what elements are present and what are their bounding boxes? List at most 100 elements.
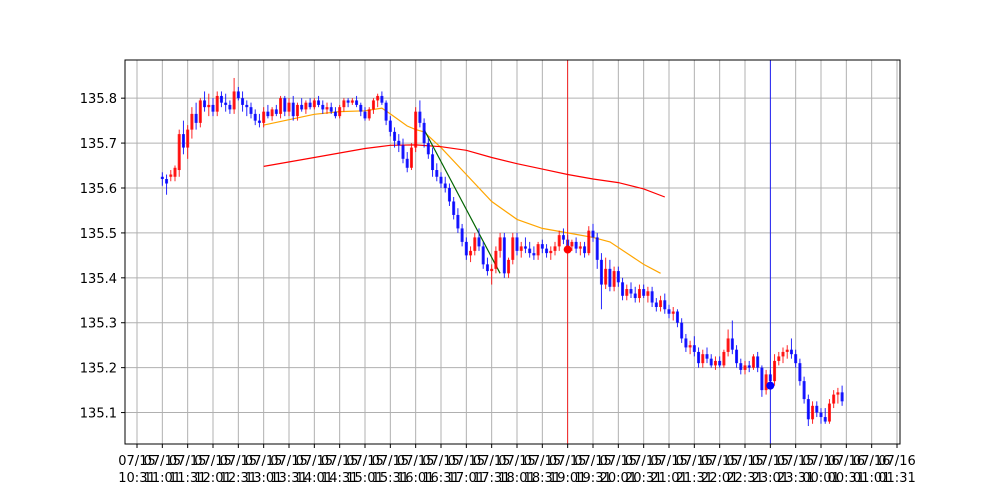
candle	[599, 253, 603, 310]
candle-body	[473, 237, 477, 251]
y-axis: 135.1 135.2 135.3 135.4 135.5 135.6 135.7 135.8	[80, 92, 125, 422]
candle	[177, 129, 181, 177]
candle	[802, 376, 806, 404]
candle-body	[827, 403, 831, 422]
candle-body	[435, 170, 439, 177]
candle-body	[819, 412, 823, 418]
candle	[528, 241, 532, 258]
candle-body	[291, 102, 295, 117]
candle	[713, 356, 717, 370]
candle-body	[397, 140, 401, 146]
candle	[393, 127, 397, 148]
candle	[827, 399, 831, 424]
x-tick-label-time: 20:01	[600, 471, 637, 486]
candle	[667, 304, 671, 319]
candle	[675, 309, 679, 328]
candle-body	[511, 237, 515, 260]
candle-body	[574, 241, 578, 249]
candle-body	[621, 282, 625, 296]
candle	[789, 338, 793, 359]
x-tick-label-time: 22:31	[726, 471, 763, 486]
candle-body	[713, 360, 717, 366]
candle	[739, 358, 743, 375]
candle	[612, 266, 616, 292]
candle-body	[325, 107, 329, 110]
candle	[642, 284, 646, 299]
candle-body	[612, 271, 616, 287]
candle	[747, 360, 751, 373]
candle-body	[367, 109, 371, 119]
candle	[823, 408, 827, 424]
candle	[549, 246, 553, 260]
candle	[540, 239, 544, 254]
candle-body	[304, 102, 308, 110]
candle-body	[219, 95, 223, 103]
candle	[561, 228, 565, 245]
candle	[422, 118, 426, 148]
candle	[211, 98, 215, 117]
x-tick-label-date: 07/15	[220, 454, 257, 469]
x-tick-label-date: 07/15	[524, 454, 561, 469]
x-tick-label-date: 07/15	[701, 454, 738, 469]
candle-body	[376, 95, 380, 101]
candle-body	[262, 111, 266, 123]
x-tick-label-date: 07/15	[321, 454, 358, 469]
y-tick-label: 135.8	[80, 92, 117, 107]
candle-body	[312, 100, 316, 108]
candle-body	[751, 356, 755, 368]
candle	[317, 95, 321, 108]
candle-body	[236, 91, 240, 99]
candle-body	[308, 102, 312, 108]
candle	[502, 232, 506, 278]
candle-body	[578, 246, 582, 249]
candle-body	[350, 100, 354, 103]
x-tick-label-date: 07/15	[549, 454, 586, 469]
x-tick-label-time: 22:01	[701, 471, 738, 486]
candle	[312, 98, 316, 110]
candle	[806, 394, 810, 427]
candle	[460, 223, 464, 247]
x-tick-label-date: 07/15	[422, 454, 459, 469]
candle-body	[650, 291, 654, 303]
candle	[304, 100, 308, 114]
candle-body	[532, 253, 536, 256]
candle	[650, 286, 654, 308]
candle	[245, 100, 249, 117]
x-tick-label-date: 07/15	[650, 454, 687, 469]
candle	[439, 172, 443, 188]
candle	[333, 107, 337, 119]
candle	[452, 196, 456, 220]
candle-body	[452, 201, 456, 215]
candle	[371, 98, 375, 114]
overlay-lines	[263, 107, 666, 274]
candle	[659, 295, 663, 312]
x-tick-label-time: 12:01	[194, 471, 231, 486]
candle	[338, 104, 342, 119]
candle-body	[599, 259, 603, 285]
candle	[359, 102, 363, 117]
candle-body	[515, 237, 519, 251]
candle	[836, 387, 840, 404]
y-tick-label: 135.2	[80, 362, 117, 377]
candle	[321, 100, 325, 114]
candle	[173, 165, 177, 182]
candle	[840, 385, 844, 406]
candle-body	[659, 300, 663, 308]
candle	[515, 232, 519, 256]
x-tick-label-time: 19:31	[574, 471, 611, 486]
candle	[485, 257, 489, 276]
candle-body	[785, 349, 789, 352]
candle-body	[481, 246, 485, 265]
candle	[464, 237, 468, 260]
candle-body	[587, 230, 591, 254]
candle-body	[295, 104, 299, 117]
candle	[295, 102, 299, 121]
candle-body	[507, 259, 511, 274]
candle	[291, 95, 295, 121]
x-tick-label-date: 07/15	[574, 454, 611, 469]
candle	[300, 98, 304, 112]
candle-body	[464, 241, 468, 256]
candle-body	[287, 102, 291, 112]
candle	[376, 93, 380, 108]
candle	[625, 284, 629, 301]
